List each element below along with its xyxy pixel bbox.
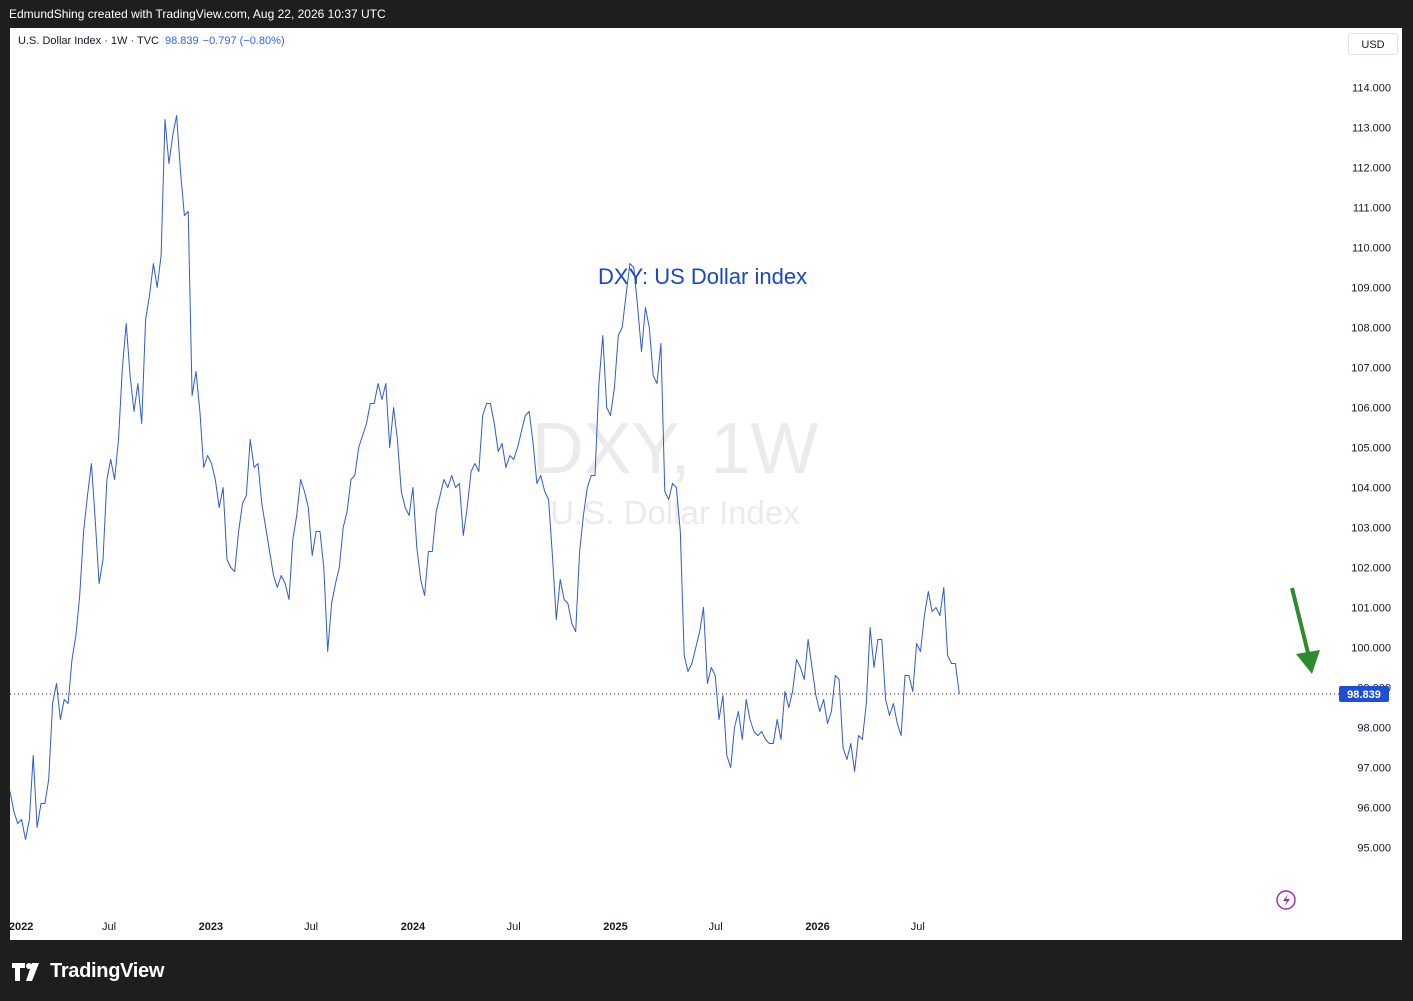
tradingview-logo-text: TradingView xyxy=(50,960,165,982)
y-tick-label: 105.000 xyxy=(1351,443,1391,455)
x-tick-label: Jul xyxy=(304,921,318,933)
flash-icon-bolt xyxy=(1283,894,1290,907)
y-tick-label: 112.000 xyxy=(1352,163,1391,175)
currency-button[interactable]: USD xyxy=(1348,33,1398,55)
x-tick-label: Jul xyxy=(911,921,925,933)
tradingview-logo-icon xyxy=(12,962,39,981)
y-tick-label: 102.000 xyxy=(1351,563,1391,575)
y-tick-label: 113.000 xyxy=(1352,123,1391,135)
attribution-bar: EdmundShing created with TradingView.com… xyxy=(0,0,1413,28)
arrow-shaft xyxy=(1290,587,1310,654)
y-tick-label: 101.000 xyxy=(1351,603,1391,615)
y-tick-label: 109.000 xyxy=(1351,283,1391,295)
x-tick-label: Jul xyxy=(709,921,723,933)
x-tick-label: Jul xyxy=(102,921,116,933)
watermark: DXY, 1W U.S. Dollar Index xyxy=(532,409,819,531)
flash-icon-circle xyxy=(1276,890,1296,910)
y-tick-label: 114.000 xyxy=(1352,83,1391,95)
last-price-badge: 98.839 xyxy=(1339,685,1389,702)
attribution-text: EdmundShing created with TradingView.com… xyxy=(9,7,386,21)
y-tick-label: 98.000 xyxy=(1357,723,1391,735)
down-arrow-annotation[interactable] xyxy=(1290,587,1320,674)
y-tick-label: 106.000 xyxy=(1351,403,1391,415)
last-price: 98.839 xyxy=(165,35,199,47)
y-tick-label: 97.000 xyxy=(1357,763,1391,775)
chart-panel[interactable]: DXY, 1W U.S. Dollar Index 95.000 96.000 97… xyxy=(10,28,1402,940)
x-tick-label: 2024 xyxy=(401,921,426,933)
x-tick-label: 2023 xyxy=(199,921,223,933)
dxy-price-line xyxy=(10,115,960,840)
y-axis[interactable]: 95.00096.00097.00098.00099.000100.000101… xyxy=(1351,83,1391,855)
x-tick-label: 2025 xyxy=(603,921,627,933)
flash-icon[interactable] xyxy=(1276,890,1296,910)
price-chart[interactable]: DXY, 1W U.S. Dollar Index 95.000 96.000 97… xyxy=(10,28,1402,940)
chart-annotation[interactable]: DXY: US Dollar index xyxy=(598,264,807,289)
symbol-title: U.S. Dollar Index · 1W · TVC xyxy=(18,35,159,47)
y-tick-label: 103.000 xyxy=(1351,523,1391,535)
y-tick-label: 96.000 xyxy=(1357,803,1391,815)
y-tick-label: 111.000 xyxy=(1353,203,1391,215)
y-tick-label: 108.000 xyxy=(1351,323,1391,335)
y-tick-label: 107.000 xyxy=(1351,363,1391,375)
watermark-main: DXY, 1W xyxy=(532,409,819,489)
price-change: −0.797 (−0.80%) xyxy=(202,35,285,47)
x-axis[interactable]: 2022 Jul 2023 Jul 2024 Jul 2025 Jul 2026 Jul xyxy=(10,921,925,933)
symbol-legend[interactable]: U.S. Dollar Index · 1W · TVC 98.839 −0.797… xyxy=(18,35,285,47)
watermark-sub: U.S. Dollar Index xyxy=(550,494,800,531)
y-tick-label: 104.000 xyxy=(1351,483,1391,495)
y-tick-label: 110.000 xyxy=(1352,243,1391,255)
y-tick-label: 95.000 xyxy=(1357,843,1391,855)
x-tick-label: 2026 xyxy=(805,921,829,933)
last-price-badge-label: 98.839 xyxy=(1347,689,1381,701)
x-tick-label: Jul xyxy=(507,921,521,933)
last-price-badge-bg xyxy=(1339,685,1389,702)
arrow-head xyxy=(1296,650,1320,674)
x-tick-label: 2022 xyxy=(10,921,33,933)
tradingview-logo[interactable]: TradingView xyxy=(12,960,164,983)
y-tick-label: 100.000 xyxy=(1351,643,1391,655)
